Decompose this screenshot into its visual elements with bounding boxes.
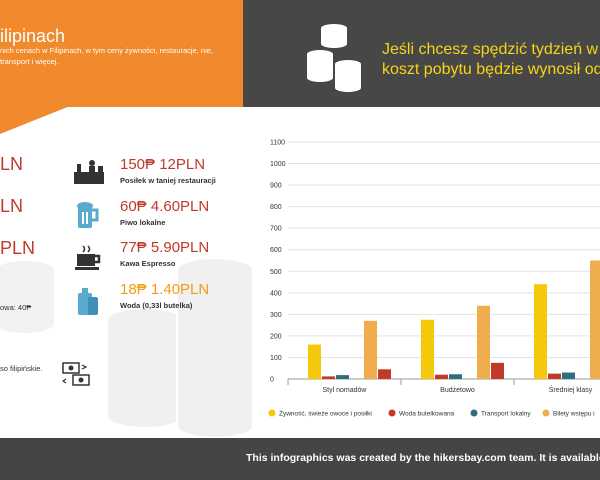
coffee-icon (75, 245, 101, 270)
bar (364, 320, 377, 379)
headline-line-2: koszt pobytu będzie wynosił od (382, 61, 600, 78)
header-notch (0, 106, 70, 134)
legend-marker (268, 409, 276, 417)
footer-text: This infographics was created by the hik… (246, 452, 600, 464)
left-note: so filipińskie. (0, 364, 43, 373)
price-value: 18₱ 1.40PLN (120, 281, 210, 298)
bar (435, 374, 448, 379)
price-value: 60₱ 4.60PLN (120, 198, 210, 215)
bar (562, 372, 575, 379)
bar (548, 373, 561, 379)
y-tick-label: 900 (270, 183, 282, 190)
x-tick-label: Średniej klasy (549, 385, 593, 394)
beer-icon (77, 202, 99, 228)
legend-marker (542, 409, 550, 417)
restaurant-icon (74, 160, 104, 184)
bar (336, 375, 349, 379)
bar (421, 319, 434, 379)
bar (449, 374, 462, 379)
price-value: 77₱ 5.90PLN (120, 239, 210, 256)
water-bottle-icon (78, 288, 98, 315)
page-title: ilipinach (0, 26, 66, 46)
currency-exchange-icon (62, 362, 90, 386)
left-price: LN (0, 154, 24, 174)
y-tick-label: 100 (270, 355, 282, 362)
coins-icon (305, 22, 363, 94)
y-tick-label: 600 (270, 247, 282, 254)
price-label: Woda (0,33l butelka) (120, 301, 193, 310)
left-price: PLN (0, 238, 36, 258)
y-tick-label: 1000 (270, 161, 286, 168)
y-tick-label: 700 (270, 226, 282, 233)
cost-chart: 0 100 200 300 400 500 600 700 800 900 1000 1100 Styl… (268, 140, 600, 418)
legend-marker (388, 409, 396, 417)
price-item: 18₱ 1.40PLN Woda (0,33l butelka) (120, 281, 209, 310)
y-tick-label: 800 (270, 204, 282, 211)
headline-panel (243, 0, 600, 107)
legend-label: Żywność, świeże owoce i posiłki (279, 409, 372, 418)
price-label: Kawa Espresso (120, 259, 176, 268)
y-tick-label: 200 (270, 333, 282, 340)
x-tick-label: Styl nomadów (323, 387, 368, 394)
bar (590, 260, 600, 379)
y-tick-label: 500 (270, 269, 282, 276)
price-value: 150₱ 12PLN (120, 156, 206, 173)
footer: This infographics was created by the hik… (0, 438, 600, 480)
x-tick-label: Budżetowo (440, 387, 475, 394)
legend-label: Woda butelkowana (399, 411, 455, 418)
header-description: nich cenach w Filipinach, w tym ceny żyw… (0, 46, 214, 66)
legend-marker (470, 409, 478, 417)
headline-line-1: Jeśli chcesz spędzić tydzień w (382, 41, 599, 58)
bar (308, 344, 321, 379)
bar (378, 369, 391, 379)
price-label: Piwo lokalne (120, 218, 166, 227)
price-item: 77₱ 5.90PLN Kawa Espresso (120, 239, 209, 268)
bar (322, 376, 335, 379)
bar (491, 362, 504, 379)
price-item: 150₱ 12PLN Posiłek w taniej restauracji (120, 156, 216, 185)
y-tick-label: 1100 (270, 140, 285, 147)
bar (477, 305, 490, 379)
legend-label: Bilety wstępu i (553, 411, 595, 418)
headline: Jeśli chcesz spędzić tydzień w koszt pob… (382, 40, 600, 80)
y-tick-label: 300 (270, 312, 282, 319)
y-tick-label: 0 (270, 377, 274, 384)
left-note: owa: 40₱ (0, 303, 32, 312)
background-coins-icon (0, 259, 56, 335)
legend-label: Transport lokalny (481, 411, 531, 418)
price-label: Posiłek w taniej restauracji (120, 176, 216, 185)
header-panel: ilipinach nich cenach w Filipinach, w ty… (0, 0, 243, 107)
y-tick-label: 400 (270, 290, 282, 297)
price-item: 60₱ 4.60PLN Piwo lokalne (120, 198, 209, 227)
background-coins-icon (106, 257, 254, 439)
bar (534, 284, 547, 379)
left-price: LN (0, 196, 24, 216)
